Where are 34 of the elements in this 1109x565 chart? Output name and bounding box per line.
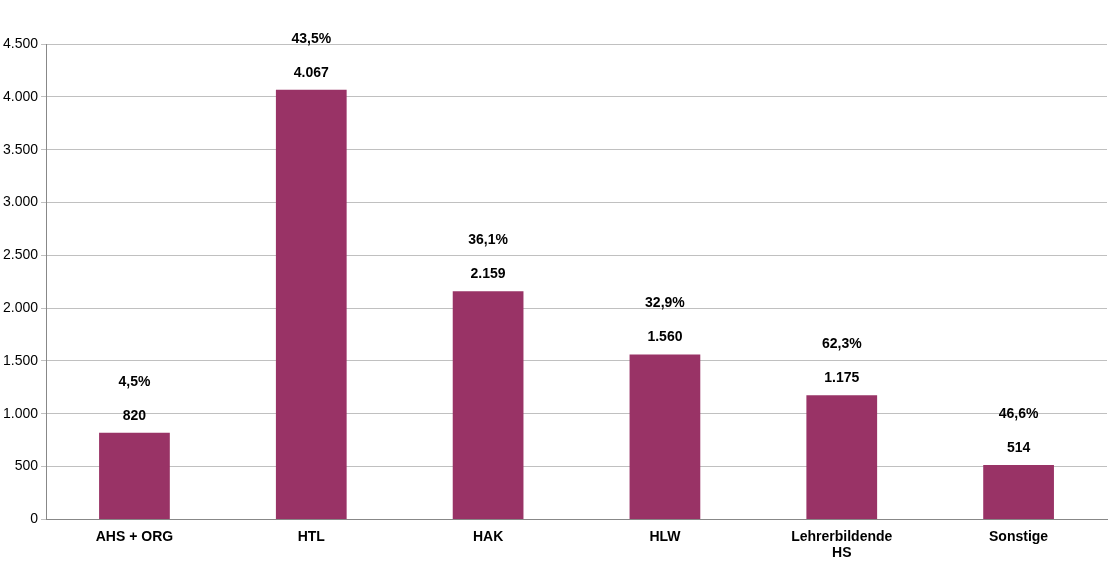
y-tick-label: 2.500 <box>2 246 39 263</box>
annotation: 32,9% <box>645 294 686 311</box>
x-tick-label: HTL <box>297 527 326 544</box>
data-label: 4.067 <box>293 63 329 80</box>
bar <box>275 89 347 519</box>
y-tick-label: 0 <box>30 510 39 527</box>
y-tick-label: 500 <box>14 457 39 474</box>
x-tick-label: HLW <box>649 527 682 544</box>
x-tick-label: HAK <box>472 527 504 544</box>
y-tick-label: 4.500 <box>2 34 39 51</box>
y-tick-label: 3.500 <box>2 140 39 157</box>
bar <box>629 354 701 519</box>
annotation: 4,5% <box>118 372 151 389</box>
bar <box>806 395 878 519</box>
data-label: 514 <box>1006 438 1031 455</box>
annotation: 62,3% <box>821 335 863 352</box>
y-tick-label: 1.000 <box>2 404 39 421</box>
x-tick-label: Sonstige <box>989 527 1049 544</box>
data-label: 2.159 <box>470 265 506 282</box>
x-tick-label: Lehrerbildende HS <box>791 527 893 561</box>
y-tick-label: 3.000 <box>2 193 39 210</box>
bar <box>99 432 170 519</box>
data-label: 1.175 <box>824 369 860 386</box>
data-label: 820 <box>122 406 147 423</box>
bar <box>452 291 524 519</box>
annotation: 46,6% <box>998 404 1039 421</box>
y-tick-label: 4.000 <box>2 87 39 104</box>
annotation: 36,1% <box>468 231 509 248</box>
data-label: 1.560 <box>647 328 683 345</box>
x-tick-label: AHS + ORG <box>95 527 174 544</box>
bar <box>983 465 1054 519</box>
y-tick-label: 2.000 <box>2 298 39 315</box>
annotation: 43,5% <box>291 29 332 46</box>
y-tick-label: 1.500 <box>2 351 39 368</box>
